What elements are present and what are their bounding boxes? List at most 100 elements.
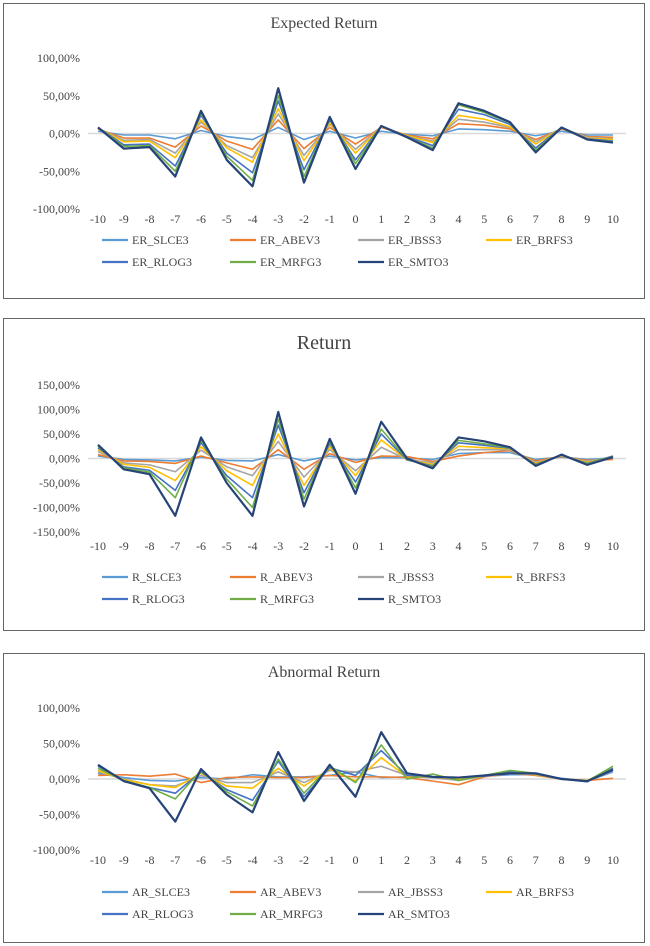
x-tick-label: -1: [325, 539, 335, 553]
legend-label: AR_SLCE3: [132, 885, 190, 899]
x-tick-label: -10: [90, 853, 106, 867]
x-tick-label: -2: [299, 212, 309, 226]
x-tick-label: -10: [90, 212, 106, 226]
x-tick-label: 10: [607, 853, 619, 867]
x-tick-label: 1: [378, 212, 384, 226]
legend-label: AR_MRFG3: [260, 907, 323, 921]
x-tick-label: -5: [222, 212, 232, 226]
x-tick-label: -2: [299, 539, 309, 553]
legend-label: ER_RLOG3: [132, 255, 192, 269]
x-tick-label: -9: [119, 853, 129, 867]
x-tick-label: -9: [119, 539, 129, 553]
x-tick-label: 9: [584, 212, 590, 226]
chart-title: Abnormal Return: [268, 664, 380, 681]
x-tick-label: 7: [533, 539, 539, 553]
legend-label: AR_JBSS3: [388, 885, 443, 899]
x-tick-label: 6: [507, 212, 513, 226]
legend-label: ER_BRFS3: [516, 233, 573, 247]
y-tick-label: 100,00%: [37, 403, 80, 417]
x-tick-label: -8: [145, 539, 155, 553]
series-line-er-rlog3: [97, 100, 614, 174]
x-tick-label: 4: [456, 212, 462, 226]
x-tick-label: -8: [145, 212, 155, 226]
series-line-er-smto3: [97, 87, 614, 188]
x-tick-label: -7: [170, 212, 180, 226]
x-tick-label: -1: [325, 853, 335, 867]
return-svg: Return 150,00% 100,00% 50,00% 0,00% -50,00% -1…: [33, 332, 626, 606]
x-tick-label: 3: [430, 539, 436, 553]
x-tick-label: 3: [430, 853, 436, 867]
x-tick-label: -7: [170, 539, 180, 553]
x-tick-label: -8: [145, 853, 155, 867]
x-tick-label: 2: [404, 539, 410, 553]
abnormal-return-svg: Abnormal Return 100,00% 50,00% 0,00% -50,00%…: [33, 664, 626, 921]
x-tick-label: -6: [196, 853, 206, 867]
x-tick-label: -6: [196, 212, 206, 226]
x-tick-label: -6: [196, 539, 206, 553]
x-tick-label: -3: [273, 853, 283, 867]
y-tick-label: 0,00%: [49, 772, 80, 786]
y-tick-label: 50,00%: [43, 89, 80, 103]
y-tick-label: 50,00%: [43, 427, 80, 441]
y-tick-label: -150,00%: [33, 525, 80, 539]
legend-label: ER_SMTO3: [388, 255, 448, 269]
x-tick-label: 4: [456, 539, 462, 553]
x-tick-label: 1: [378, 539, 384, 553]
series-line-er-jbss3: [97, 113, 614, 159]
y-tick-label: -50,00%: [39, 808, 80, 822]
series-line-er-abev3: [97, 119, 614, 151]
x-tick-label: -1: [325, 212, 335, 226]
x-tick-label: -9: [119, 212, 129, 226]
x-tick-label: 6: [507, 853, 513, 867]
legend-label: ER_MRFG3: [260, 255, 321, 269]
y-tick-label: -100,00%: [33, 501, 80, 515]
x-tick-label: -5: [222, 853, 232, 867]
x-tick-label: 0: [353, 539, 359, 553]
y-tick-label: -100,00%: [33, 202, 80, 216]
x-tick-label: 9: [584, 539, 590, 553]
legend-label: ER_ABEV3: [260, 233, 320, 247]
x-tick-label: 5: [481, 539, 487, 553]
series-line-r-slce3: [97, 451, 614, 462]
x-tick-label: -4: [248, 212, 258, 226]
y-tick-label: 0,00%: [49, 127, 80, 141]
x-tick-label: 4: [456, 853, 462, 867]
legend-label: R_MRFG3: [260, 592, 314, 606]
x-tick-label: 8: [559, 853, 565, 867]
x-tick-label: -2: [299, 853, 309, 867]
y-tick-label: -50,00%: [39, 164, 80, 178]
return-chart: Return 150,00% 100,00% 50,00% 0,00% -50,00% -1…: [3, 318, 645, 631]
series-line-er-brfs3: [97, 107, 614, 163]
y-tick-label: 150,00%: [37, 378, 80, 392]
x-tick-label: -4: [248, 539, 258, 553]
x-tick-label: 5: [481, 212, 487, 226]
chart-title: Expected Return: [270, 15, 377, 32]
x-tick-label: -5: [222, 539, 232, 553]
x-tick-label: -4: [248, 853, 258, 867]
x-tick-label: 9: [584, 853, 590, 867]
x-tick-label: 0: [353, 853, 359, 867]
legend-label: R_BRFS3: [516, 570, 565, 584]
series-line-ar-smto3: [97, 731, 614, 823]
y-tick-label: 50,00%: [43, 737, 80, 751]
series-line-r-smto3: [97, 410, 614, 517]
x-tick-label: -3: [273, 539, 283, 553]
legend-label: AR_ABEV3: [260, 885, 321, 899]
series-line-er-slce3: [97, 126, 613, 141]
legend-label: R_JBSS3: [388, 570, 434, 584]
x-tick-label: 8: [559, 539, 565, 553]
legend-label: ER_JBSS3: [388, 233, 441, 247]
legend-label: ER_SLCE3: [132, 233, 189, 247]
expected-return-svg: Expected Return 100,00% 50,00% 0,00% -50,00%…: [33, 15, 626, 269]
abnormal-return-chart: Abnormal Return 100,00% 50,00% 0,00% -50,00%…: [3, 653, 645, 943]
x-tick-label: 2: [404, 212, 410, 226]
x-tick-label: 6: [507, 539, 513, 553]
x-tick-label: 3: [430, 212, 436, 226]
x-tick-label: -7: [170, 853, 180, 867]
x-tick-label: 5: [481, 853, 487, 867]
x-tick-label: 2: [404, 853, 410, 867]
legend-label: AR_RLOG3: [132, 907, 193, 921]
x-tick-label: 1: [378, 853, 384, 867]
x-tick-label: 10: [607, 212, 619, 226]
x-tick-label: 10: [607, 539, 619, 553]
